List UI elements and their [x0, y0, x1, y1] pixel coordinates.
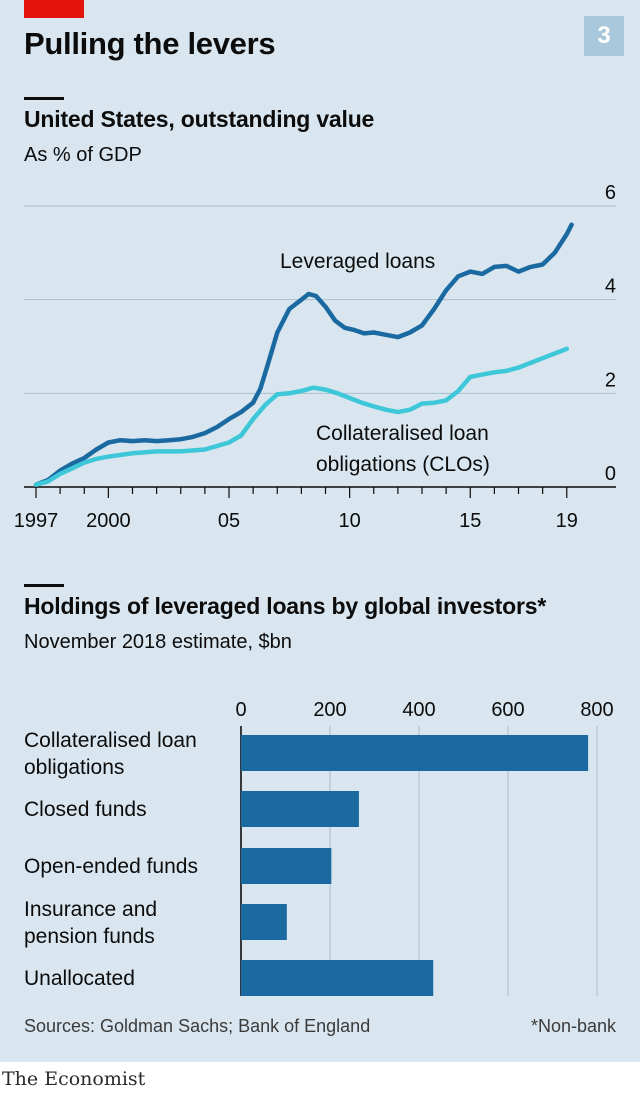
y-tick-label: 4: [605, 276, 616, 298]
bar-chart: 0 200 400 600 800 Collateralised loan obligati…: [24, 699, 614, 996]
x-tick-label: 2000: [86, 510, 131, 532]
leveraged-loans-line: [33, 222, 574, 487]
chart-panel: 3 Pulling the levers United States, outs…: [0, 0, 640, 1062]
line-chart-title: United States, outstanding value: [24, 106, 375, 132]
page-title: Pulling the levers: [24, 26, 276, 61]
x-tick-label: 19: [556, 510, 578, 532]
section-rule-bar-chart: [24, 584, 64, 587]
y-tick-label: 2: [605, 369, 616, 391]
bar-x-tick-label: 200: [313, 699, 346, 721]
x-tick-label: 10: [339, 510, 361, 532]
sources-note: Sources: Goldman Sachs; Bank of England: [24, 1016, 371, 1036]
footnote: *Non-bank: [530, 1016, 616, 1036]
bar-category-label: obligations: [24, 756, 124, 779]
x-tick-label: 05: [218, 510, 240, 532]
y-tick-label: 0: [605, 463, 616, 485]
bar-category-label: pension funds: [24, 925, 155, 948]
y-tick-label: 6: [605, 182, 616, 204]
bar-x-tick-label: 0: [235, 699, 246, 721]
bar-chart-subtitle: November 2018 estimate, $bn: [24, 631, 292, 653]
bar: [241, 735, 589, 771]
bar: [241, 904, 287, 940]
bar-x-tick-label: 400: [402, 699, 435, 721]
leveraged-loans-label: Leveraged loans: [280, 250, 435, 273]
section-rule-line-chart: [24, 97, 64, 100]
clo-label-line-1: Collateralised loan: [316, 422, 489, 445]
economist-red-tab: [24, 0, 84, 18]
line-chart: 0 2 4 6 1997 2000 05 10 15 19 Leveraged loans Colla…: [14, 182, 616, 532]
bar-category-label: Closed funds: [24, 798, 147, 821]
bar-category-label: Open-ended funds: [24, 855, 198, 878]
bar: [241, 960, 434, 996]
bar-category-label: Insurance and: [24, 898, 157, 921]
bar: [241, 791, 359, 827]
bar-category-label: Unallocated: [24, 967, 135, 990]
x-tick-label: 15: [459, 510, 481, 532]
bar-chart-title: Holdings of leveraged loans by global in…: [24, 593, 547, 619]
bar-x-tick-label: 800: [580, 699, 613, 721]
bar-x-tick-label: 600: [491, 699, 524, 721]
economist-logo: The Economist: [2, 1068, 146, 1090]
bar: [241, 848, 332, 884]
clo-label-line-2: obligations (CLOs): [316, 453, 490, 476]
clo-line: [33, 346, 570, 487]
x-tick-label: 1997: [14, 510, 59, 532]
line-chart-subtitle: As % of GDP: [24, 144, 142, 166]
chart-number-badge: 3: [584, 16, 624, 56]
bar-category-label: Collateralised loan: [24, 729, 197, 752]
